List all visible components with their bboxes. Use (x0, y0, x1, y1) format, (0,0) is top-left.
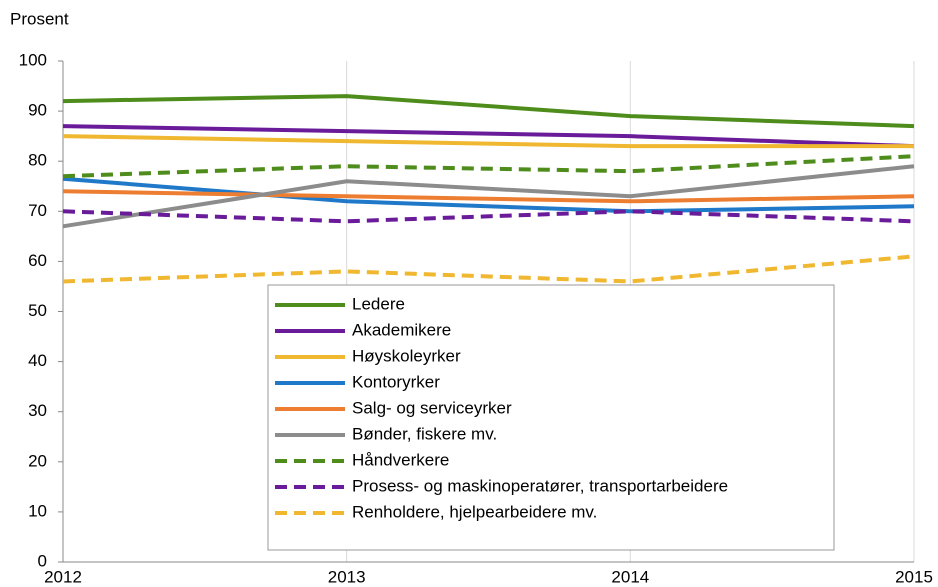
y-tick-label: 0 (38, 551, 47, 570)
legend-box (267, 284, 835, 551)
y-tick-label: 20 (28, 451, 47, 470)
x-tick-label: 2012 (44, 567, 82, 586)
y-tick-label: 50 (28, 301, 47, 320)
series-line (62, 254, 915, 284)
legend-label: Ledere (352, 294, 405, 313)
series-line (62, 176, 915, 214)
legend-label: Håndverkere (352, 450, 449, 469)
series-line (62, 154, 915, 179)
legend-label: Salg- og serviceyrker (352, 398, 512, 417)
legend-label: Høyskoleyrker (352, 346, 461, 365)
y-tick-label: 40 (28, 351, 47, 370)
series-line (62, 124, 915, 149)
legend-label: Renholdere, hjelpearbeidere mv. (352, 502, 597, 521)
legend-label: Bønder, fiskere mv. (352, 424, 497, 443)
y-axis-label: Prosent (10, 9, 69, 28)
x-tick-label: 2014 (611, 567, 649, 586)
series-line (62, 94, 915, 129)
series-line (62, 164, 915, 229)
legend-label: Kontoryrker (352, 372, 440, 391)
y-tick-label: 100 (19, 50, 47, 69)
y-tick-label: 90 (28, 101, 47, 120)
series-line (62, 209, 915, 224)
y-tick-label: 80 (28, 151, 47, 170)
legend-label: Prosess- og maskinoperatører, transporta… (352, 476, 728, 495)
y-tick-label: 10 (28, 501, 47, 520)
series-line (62, 134, 914, 149)
x-tick-label: 2013 (328, 567, 366, 586)
y-tick-label: 60 (28, 251, 47, 270)
y-tick-label: 70 (28, 201, 47, 220)
legend-label: Akademikere (352, 320, 451, 339)
x-tick-label: 2015 (895, 567, 933, 586)
y-tick-label: 30 (28, 401, 47, 420)
series-line (62, 189, 915, 204)
